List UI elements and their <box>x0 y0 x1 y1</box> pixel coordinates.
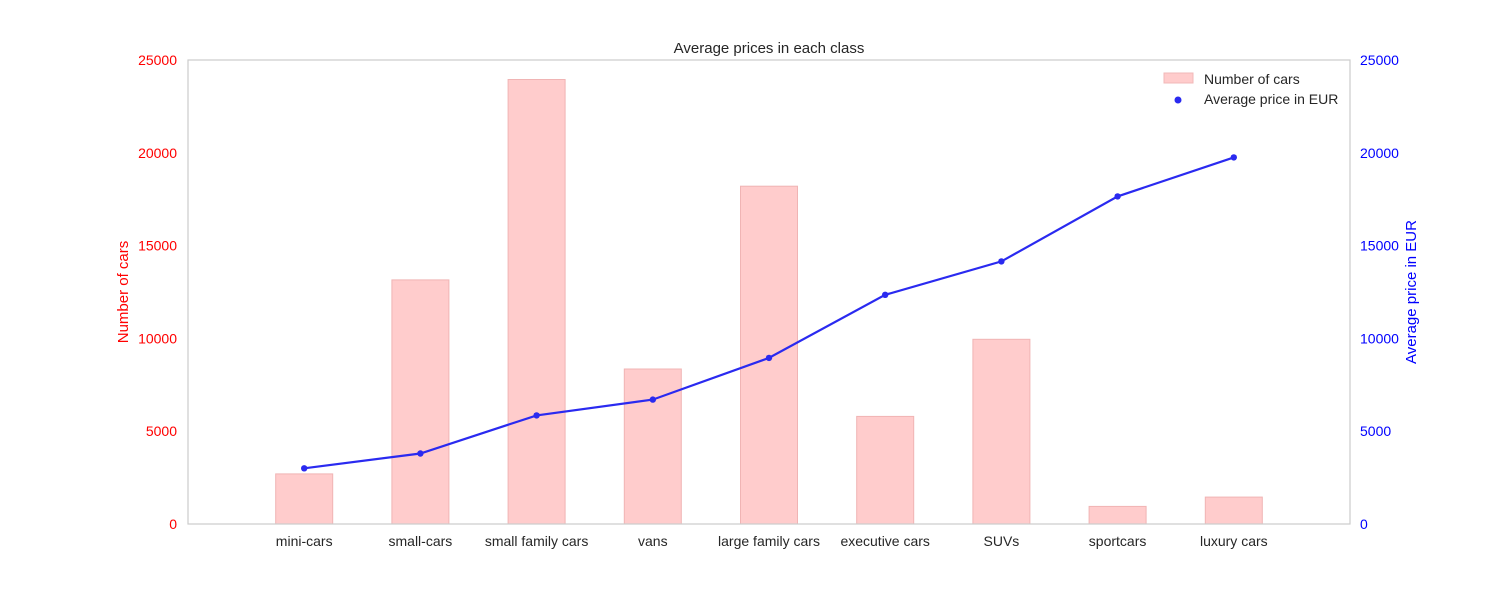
x-tick-label: vans <box>638 533 668 549</box>
x-tick-label: executive cars <box>840 533 929 549</box>
bar-SUVs <box>973 339 1030 524</box>
price-point-large-family-cars <box>766 355 772 361</box>
right-tick-label: 20000 <box>1360 145 1399 161</box>
left-y-axis: 0 5000 10000 15000 20000 25000 <box>138 52 177 532</box>
chart-title: Average prices in each class <box>674 40 865 57</box>
right-tick-label: 5000 <box>1360 423 1391 439</box>
left-tick-label: 20000 <box>138 145 177 161</box>
price-point-vans <box>650 396 656 402</box>
left-tick-label: 0 <box>169 516 177 532</box>
left-y-axis-label: Number of cars <box>115 241 132 344</box>
bars-layer <box>276 80 1263 525</box>
x-axis: mini-cars small-cars small family cars vans… <box>276 533 1268 549</box>
bar-executive-cars <box>857 416 914 524</box>
right-y-axis-label: Average price in EUR <box>1403 220 1420 364</box>
right-y-axis: 0 5000 10000 15000 20000 25000 <box>1360 52 1399 532</box>
right-tick-label: 25000 <box>1360 52 1399 68</box>
price-point-sportcars <box>1114 193 1120 199</box>
bar-mini-cars <box>276 474 333 524</box>
x-tick-label: sportcars <box>1089 533 1147 549</box>
x-tick-label: mini-cars <box>276 533 333 549</box>
right-tick-label: 10000 <box>1360 330 1399 346</box>
bar-small-family-cars <box>508 80 565 525</box>
legend-swatch-number-of-cars <box>1164 73 1193 83</box>
left-tick-label: 25000 <box>138 52 177 68</box>
bar-sportcars <box>1089 506 1146 524</box>
x-tick-label: small-cars <box>389 533 453 549</box>
x-tick-label: SUVs <box>984 533 1020 549</box>
legend-label-average-price: Average price in EUR <box>1204 91 1338 107</box>
price-point-luxury-cars <box>1231 154 1237 160</box>
left-tick-label: 15000 <box>138 238 177 254</box>
right-tick-label: 15000 <box>1360 238 1399 254</box>
x-tick-label: large family cars <box>718 533 820 549</box>
price-point-mini-cars <box>301 465 307 471</box>
left-tick-label: 5000 <box>146 423 177 439</box>
price-point-small-family-cars <box>533 412 539 418</box>
legend-marker-average-price <box>1175 97 1182 104</box>
x-tick-label: luxury cars <box>1200 533 1268 549</box>
price-point-executive-cars <box>882 292 888 298</box>
x-tick-label: small family cars <box>485 533 588 549</box>
left-tick-label: 10000 <box>138 330 177 346</box>
right-tick-label: 0 <box>1360 516 1368 532</box>
legend: Number of cars Average price in EUR <box>1164 71 1338 107</box>
bar-luxury-cars <box>1205 497 1262 524</box>
legend-label-number-of-cars: Number of cars <box>1204 71 1300 87</box>
price-point-small-cars <box>417 450 423 456</box>
bar-small-cars <box>392 280 449 524</box>
price-point-SUVs <box>998 258 1004 264</box>
